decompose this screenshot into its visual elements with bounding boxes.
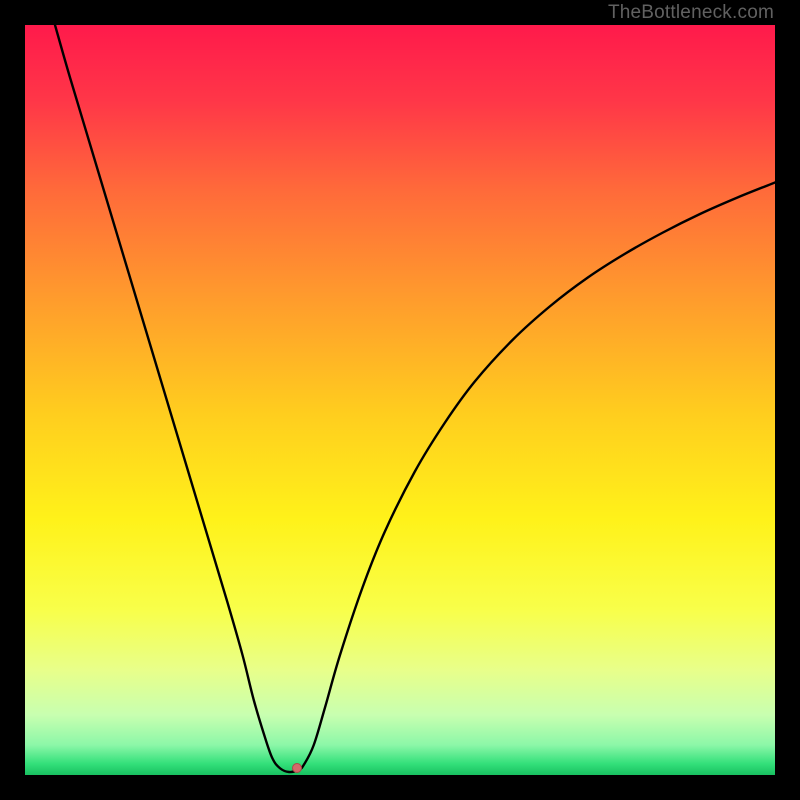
bottom-marker [292,763,302,773]
chart-frame: TheBottleneck.com [0,0,800,800]
plot-area [25,25,775,775]
watermark-text: TheBottleneck.com [608,2,774,24]
bottleneck-curve [25,25,775,775]
